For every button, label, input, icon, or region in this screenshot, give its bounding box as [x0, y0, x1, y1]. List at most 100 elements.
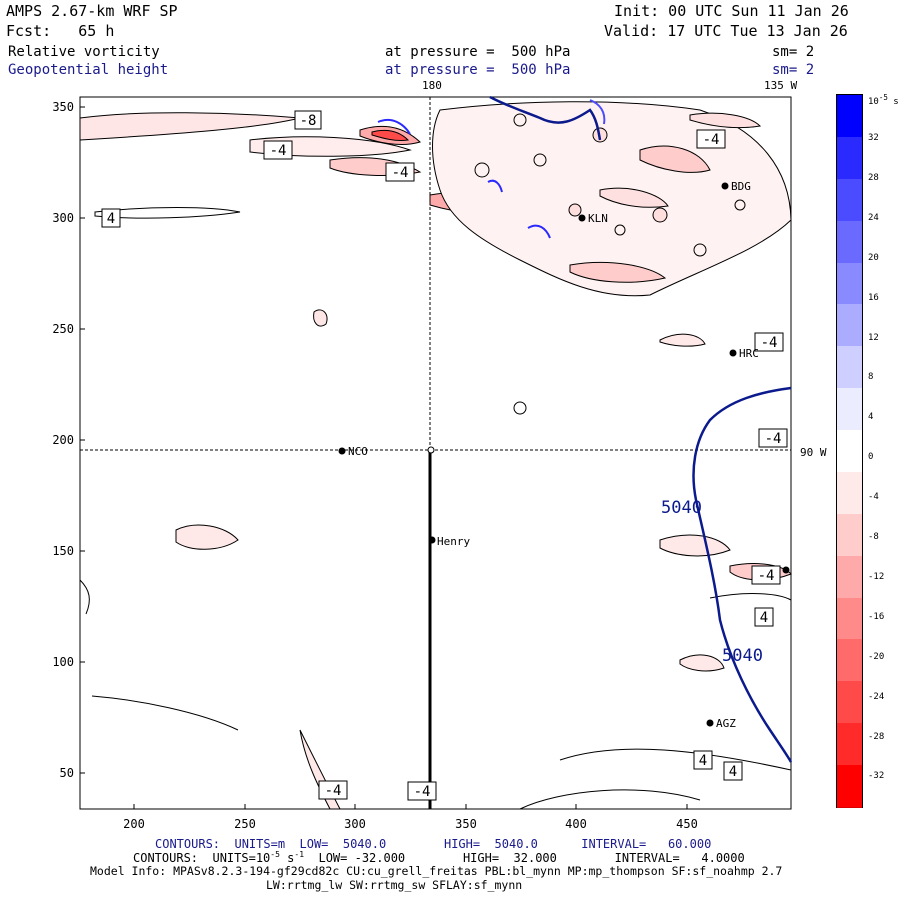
vorticity-label: -4 — [754, 332, 784, 352]
vorticity-contour — [79, 579, 90, 615]
svg-text:4: 4 — [699, 753, 707, 769]
colorbar-segment — [837, 304, 862, 348]
colorbar-unit-exp: -5 — [878, 93, 888, 102]
y-tick-label: 200 — [52, 433, 74, 447]
field2-name: Geopotential height — [8, 62, 169, 78]
x-tick-label: 400 — [565, 817, 587, 831]
meridian-180-label: 180 — [422, 79, 442, 92]
vorticity-label: -4 — [263, 140, 293, 160]
vorticity-contour — [559, 748, 792, 771]
colorbar-segment — [837, 681, 862, 725]
colorbar-tick-label: -12 — [868, 571, 885, 582]
vorticity-contour — [299, 729, 341, 810]
y-tick-label: 50 — [60, 766, 74, 780]
vorticity-contour — [377, 118, 411, 135]
svg-text:4: 4 — [729, 764, 737, 780]
colorbar-segment — [837, 471, 862, 515]
colorbar-tick-label: 32 — [868, 133, 879, 143]
colorbar-unit-suffix-exp: -1 — [899, 93, 900, 102]
footer-radiation-info: LW:rrtmg_lw SW:rrtmg_sw SFLAY:sf_mynn — [266, 878, 523, 892]
svg-text:-4: -4 — [270, 143, 287, 159]
colorbar-tick-label: -32 — [868, 771, 885, 782]
vorticity-contour — [513, 113, 527, 127]
colorbar-tick-label: -16 — [868, 611, 885, 622]
svg-text:-8: -8 — [300, 113, 317, 129]
y-tick-label: 150 — [52, 544, 74, 558]
footer-vort-exp1: -5 — [270, 850, 280, 859]
field1-name: Relative vorticity — [8, 44, 160, 60]
footer-vorticity-contours: CONTOURS: UNITS=10-5 s-1 LOW= -32.000 HI… — [133, 850, 745, 865]
vorticity-label: 4 — [101, 208, 121, 228]
svg-text:NCO: NCO — [348, 445, 368, 458]
x-tick-label: 250 — [234, 817, 256, 831]
vorticity-contour — [693, 243, 707, 257]
vorticity-contour — [94, 207, 241, 219]
colorbar-segment — [837, 513, 862, 557]
y-tick-marks — [80, 106, 85, 774]
field2-smooth: sm= 2 — [772, 62, 815, 78]
init-time: Init: 00 UTC Sun 11 Jan 26 — [614, 2, 849, 20]
station-agz: AGZ — [706, 717, 736, 730]
vorticity-contour — [474, 162, 490, 178]
vorticity-labels: -8 -4 -4 -4 4 -4 -4 -4 -4 4 4 4 -4 -4 — [101, 110, 788, 801]
colorbar-fill — [837, 95, 862, 808]
vorticity-contour — [614, 224, 626, 236]
station-bdg: BDG — [721, 180, 751, 193]
height-contour-5040 — [489, 95, 602, 141]
station-hrc: HRC — [729, 347, 759, 360]
x-axis: 200 250 300 350 400 450 — [123, 804, 698, 831]
svg-text:BDG: BDG — [731, 180, 751, 193]
svg-text:KLN: KLN — [588, 212, 608, 225]
meridian-135w-label: 135 W — [764, 79, 798, 92]
svg-text:4: 4 — [760, 610, 768, 626]
svg-text:4: 4 — [107, 211, 115, 227]
height-contour-5040 — [692, 386, 793, 763]
y-tick-label: 100 — [52, 655, 74, 669]
svg-text:-4: -4 — [765, 431, 782, 447]
station-henry: Henry — [428, 535, 470, 548]
colorbar-tick-label: 24 — [868, 212, 879, 223]
colorbar-tick-label: -4 — [868, 492, 879, 503]
vorticity-label: 4 — [723, 761, 743, 781]
vorticity-contour — [734, 199, 746, 211]
colorbar-segment — [837, 723, 862, 767]
footer-vort-exp2: -1 — [294, 850, 305, 859]
vorticity-contour — [175, 524, 239, 550]
vorticity-contour — [527, 224, 551, 239]
height-contour-label: 5040 — [722, 646, 763, 666]
vorticity-contour — [569, 261, 667, 283]
field1-level: at pressure = 500 hPa — [385, 44, 571, 60]
meridian-90w-label: 90 W — [800, 446, 827, 459]
vorticity-field — [79, 99, 792, 810]
svg-text:AGZ: AGZ — [716, 717, 736, 730]
station-kln: KLN — [578, 212, 608, 225]
footer-vort-post: LOW= -32.000 HIGH= 32.000 INTERVAL= 4.00… — [304, 851, 745, 865]
cross-section-endpoint — [427, 446, 435, 454]
colorbar-tick-label: -8 — [868, 532, 879, 542]
colorbar-tick-label: -24 — [868, 691, 885, 702]
vorticity-label: -4 — [385, 162, 415, 182]
colorbar-segment — [837, 220, 862, 264]
svg-text:-4: -4 — [761, 335, 778, 351]
svg-text:-4: -4 — [758, 568, 775, 584]
vorticity-label: -4 — [407, 781, 437, 801]
vorticity-contour — [568, 203, 582, 217]
svg-text:Henry: Henry — [437, 535, 470, 548]
vorticity-contour — [659, 333, 706, 347]
vorticity-contour — [652, 207, 668, 223]
colorbar-segment — [837, 597, 862, 641]
colorbar-unit-base: 10 — [868, 97, 879, 107]
svg-text:-4: -4 — [414, 784, 431, 800]
vorticity-label: 4 — [693, 750, 713, 770]
colorbar-tick-label: 4 — [868, 412, 874, 423]
colorbar-segment — [837, 765, 862, 808]
colorbar-tick-label: -28 — [868, 731, 885, 742]
vorticity-contour — [709, 593, 792, 601]
colorbar-segment — [837, 388, 862, 432]
colorbar-tick-label: 8 — [868, 372, 874, 383]
x-tick-label: 450 — [676, 817, 698, 831]
vorticity-contour — [313, 309, 328, 327]
vorticity-contour — [533, 153, 547, 167]
valid-time: Valid: 17 UTC Tue 13 Jan 26 — [604, 22, 848, 40]
